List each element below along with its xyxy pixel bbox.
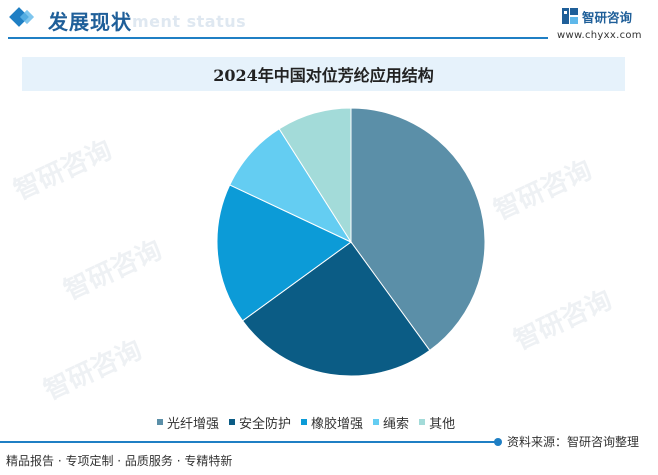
pie-slice-3: [229, 128, 353, 244]
section-subtitle-ghost: ment status: [132, 12, 247, 31]
brand-name: 智研咨询: [582, 9, 633, 25]
legend-item: 光纤增强: [157, 413, 219, 432]
legend-item: 橡胶增强: [301, 413, 363, 432]
section-title: 发展现状: [48, 10, 132, 34]
legend-item: 其他: [419, 413, 455, 432]
footer-dot: [494, 438, 502, 446]
header-divider: [8, 37, 548, 39]
legend-item: 安全防护: [229, 413, 291, 432]
legend-swatch: [301, 419, 308, 425]
legend-item: 绳索: [373, 413, 409, 432]
chart-title: 2024年中国对位芳纶应用结构: [213, 66, 434, 85]
footer-slogan: 精品报告 · 专项定制 · 品质服务 · 专精特新: [6, 454, 233, 468]
pie-slice-0: [350, 107, 486, 352]
legend-swatch: [229, 419, 236, 425]
legend-label: 橡胶增强: [311, 416, 364, 432]
legend-swatch: [157, 419, 163, 425]
watermark: 智研咨询: [9, 135, 117, 207]
brand-url: www.chyxx.com: [557, 30, 642, 41]
header: 发展现状 ment status 智研咨询 www.chyxx.com: [0, 0, 658, 44]
watermark: 智研咨询: [509, 285, 617, 357]
legend-label: 绳索: [383, 416, 410, 432]
pie-slice-1: [241, 241, 431, 377]
brand: 智研咨询: [561, 6, 632, 26]
legend-label: 其他: [429, 416, 456, 432]
chart-title-bar: 2024年中国对位芳纶应用结构: [22, 57, 625, 91]
footer-divider: [0, 441, 498, 443]
pie-slice-2: [216, 184, 352, 322]
legend-label: 安全防护: [239, 416, 292, 432]
watermark: 智研咨询: [39, 335, 147, 407]
watermark: 智研咨询: [489, 155, 597, 227]
legend-label: 光纤增强: [167, 416, 220, 432]
legend-swatch: [373, 419, 380, 425]
legend-swatch: [419, 419, 426, 425]
brand-logo-icon: [562, 8, 578, 24]
source-note: 资料来源：智研咨询整理: [507, 435, 640, 449]
pie-slice-4: [278, 107, 352, 244]
chart-legend: 光纤增强 安全防护 橡胶增强 绳索 其他: [157, 412, 465, 432]
watermark: 智研咨询: [59, 235, 167, 307]
